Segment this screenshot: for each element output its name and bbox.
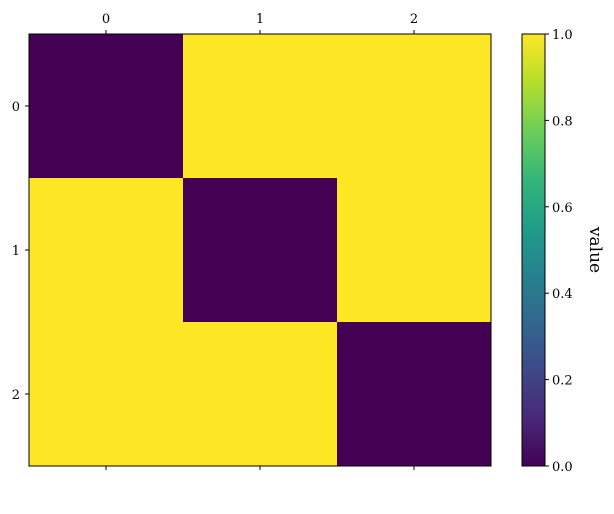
x-tick-label-2: 2: [410, 12, 418, 27]
colorbar-ticks: 0.0 0.2 0.4 0.6 0.8 1.0: [545, 28, 573, 475]
heatmap-cell-2-0: [29, 322, 184, 467]
colorbar-tick-label-0: 0.0: [552, 460, 573, 475]
heatmap-cell-1-1: [183, 178, 338, 323]
heatmap-cell-1-0: [29, 178, 184, 323]
x-tick-label-1: 1: [256, 12, 264, 27]
heatmap-cell-0-0: [29, 34, 184, 179]
colorbar-tick-label-1: 0.2: [552, 374, 573, 389]
x-tick-label-0: 0: [102, 12, 110, 27]
y-tick-label-2: 2: [12, 388, 20, 403]
heatmap-cell-0-2: [337, 34, 492, 179]
colorbar-tick-label-4: 0.8: [552, 114, 573, 129]
colorbar-tick-label-3: 0.6: [552, 201, 573, 216]
heatmap-cell-2-1: [183, 322, 338, 467]
colorbar-tick-label-5: 1.0: [552, 28, 573, 43]
y-axis-ticks: 0 1 2: [12, 100, 29, 403]
colorbar-label: value: [585, 226, 605, 273]
x-axis-ticks: 0 1 2: [102, 12, 418, 470]
heatmap-cell-2-2: [337, 322, 492, 467]
y-tick-label-1: 1: [12, 244, 20, 259]
heatmap-cells: [29, 34, 492, 467]
heatmap-cell-1-2: [337, 178, 492, 323]
y-tick-label-0: 0: [12, 100, 20, 115]
colorbar: [521, 33, 546, 467]
heatmap-cell-0-1: [183, 34, 338, 179]
colorbar-tick-label-2: 0.4: [552, 287, 573, 302]
